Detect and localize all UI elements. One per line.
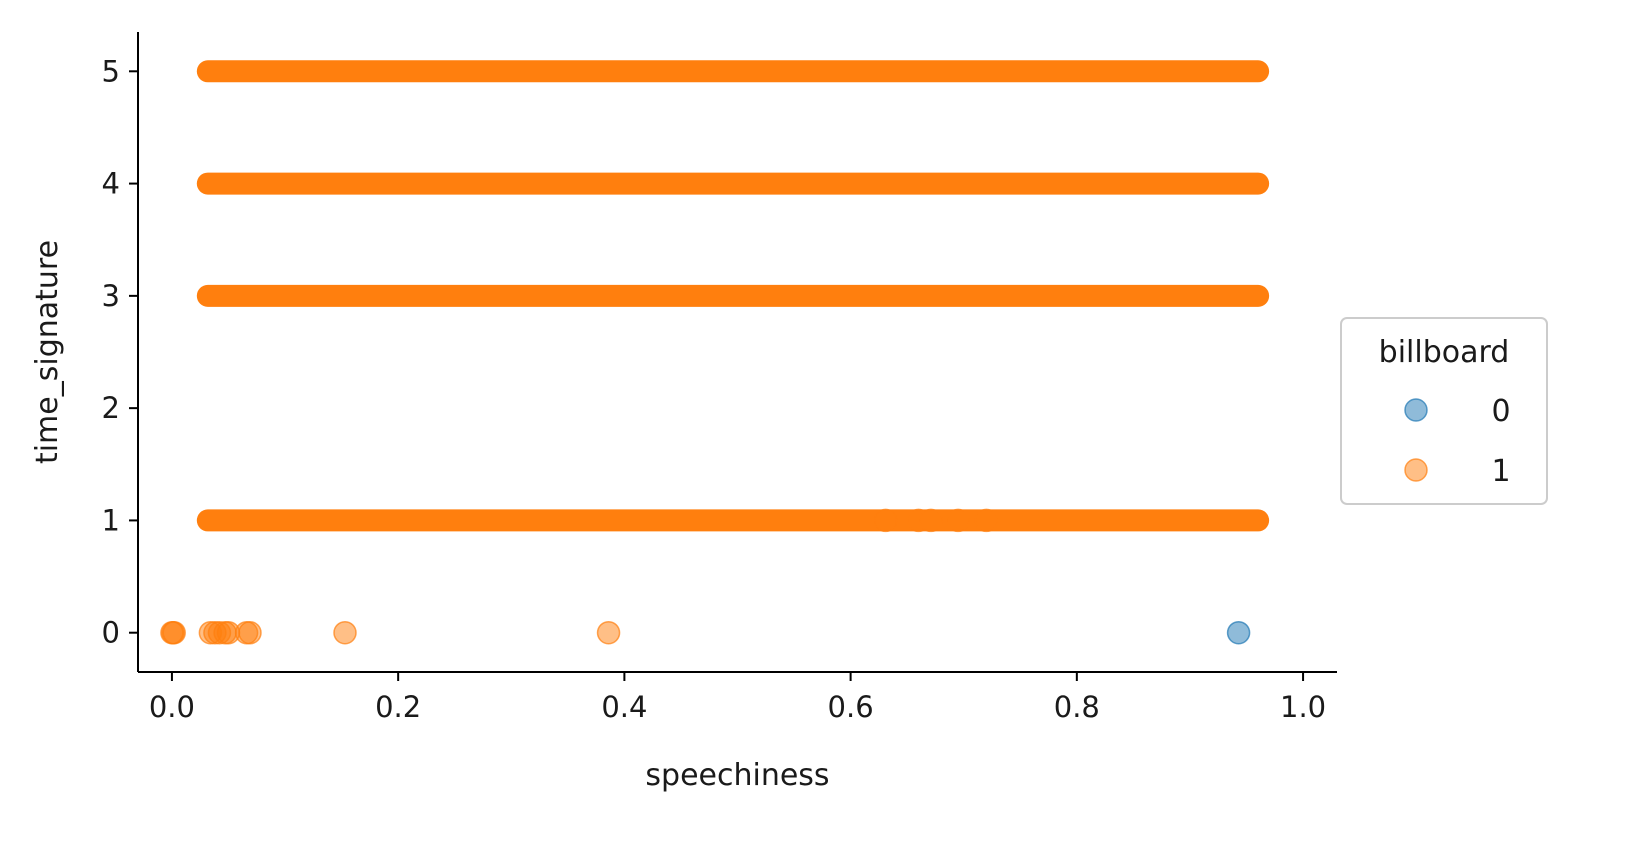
point-band-y4 xyxy=(196,172,1270,195)
legend-title: billboard xyxy=(1379,335,1510,370)
legend-label-1: 1 xyxy=(1491,454,1510,489)
legend: billboard 01 xyxy=(1340,317,1548,505)
point-band-y1 xyxy=(196,509,1270,532)
y-tick-label: 2 xyxy=(102,391,120,425)
data-point-billboard-1 xyxy=(946,508,970,533)
x-tick-label: 0.8 xyxy=(1054,690,1100,724)
scatter-points xyxy=(160,508,1251,645)
data-point-billboard-1 xyxy=(974,508,999,533)
point-band-y5 xyxy=(196,60,1270,83)
x-tick-label: 0.0 xyxy=(149,690,195,724)
y-ticks: 0 1 2 3 4 5 xyxy=(102,54,138,650)
data-point-billboard-1 xyxy=(919,508,943,533)
y-tick-label: 4 xyxy=(102,167,120,201)
y-tick-label: 5 xyxy=(102,54,120,88)
legend-entries: 01 xyxy=(1404,394,1511,489)
y-axis-label: time_signature xyxy=(30,240,65,464)
data-point-billboard-1 xyxy=(333,620,357,645)
data-point-billboard-1 xyxy=(238,620,262,645)
legend-box xyxy=(1340,317,1548,505)
x-tick-label: 0.2 xyxy=(375,690,421,724)
data-point-billboard-0 xyxy=(1226,620,1251,645)
point-band-y3 xyxy=(196,284,1270,307)
data-point-billboard-1 xyxy=(873,508,898,533)
y-tick-label: 1 xyxy=(102,503,120,537)
x-tick-label: 1.0 xyxy=(1280,690,1326,724)
data-point-billboard-1 xyxy=(596,620,621,645)
y-tick-label: 3 xyxy=(102,279,120,313)
axes: 0.0 0.2 0.4 0.6 0.8 1.0 0 1 2 3 4 5 speechiness ti… xyxy=(30,32,1337,793)
x-tick-label: 0.4 xyxy=(601,690,647,724)
x-axis-label: speechiness xyxy=(645,758,829,793)
legend-marker-0 xyxy=(1404,398,1428,422)
legend-marker-1 xyxy=(1404,458,1428,482)
x-tick-label: 0.6 xyxy=(828,690,874,724)
dense-point-bands xyxy=(196,60,1270,532)
x-ticks: 0.0 0.2 0.4 0.6 0.8 1.0 xyxy=(149,672,1326,724)
y-tick-label: 0 xyxy=(102,616,120,650)
plot-area xyxy=(160,60,1270,645)
legend-label-0: 0 xyxy=(1491,394,1510,429)
data-point-billboard-1 xyxy=(162,620,186,645)
